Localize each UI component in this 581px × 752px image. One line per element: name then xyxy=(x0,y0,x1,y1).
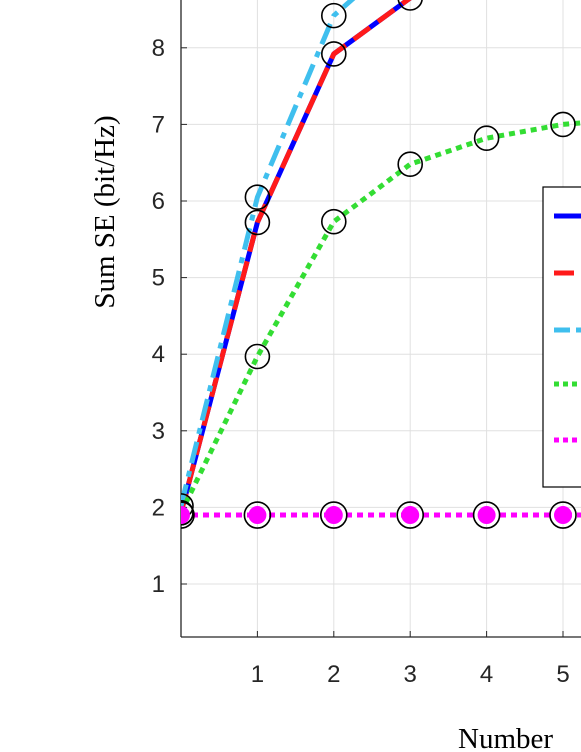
x-axis-label: Number xyxy=(458,723,553,752)
data-point-outline xyxy=(396,501,425,529)
y-axis-label: Sum SE (bit/Hz) xyxy=(89,115,121,308)
x-tick-label: 1 xyxy=(251,661,264,688)
x-tick-label: 3 xyxy=(404,661,417,688)
data-point xyxy=(550,111,576,138)
data-point xyxy=(320,2,347,29)
x-tick-label: 5 xyxy=(556,661,569,688)
data-point xyxy=(320,41,347,67)
y-tick-label: 5 xyxy=(152,265,165,292)
y-tick-label: 1 xyxy=(152,571,165,598)
data-point xyxy=(401,506,420,525)
data-point-outline xyxy=(319,501,348,529)
y-tick-label: 8 xyxy=(152,35,165,62)
legend xyxy=(542,186,581,488)
legend-box xyxy=(542,186,581,488)
y-tick-label: 4 xyxy=(152,341,165,368)
data-point-outline xyxy=(243,501,272,529)
data-point xyxy=(554,506,572,525)
data-point xyxy=(181,506,190,525)
data-point xyxy=(320,208,347,235)
series-layer xyxy=(181,0,581,529)
tick-labels: 1 2 3 4 5 1 2 3 4 5 6 7 8 xyxy=(152,35,570,688)
data-point xyxy=(324,506,343,525)
data-point xyxy=(181,493,194,519)
data-point-outline xyxy=(181,501,195,529)
data-point-outline xyxy=(549,501,577,529)
series-line-2 xyxy=(181,0,412,514)
data-point xyxy=(248,506,267,525)
y-tick-label: 7 xyxy=(152,111,165,138)
data-point-outline xyxy=(472,501,501,529)
series-line-3 xyxy=(181,0,356,507)
data-point xyxy=(244,184,271,210)
data-point xyxy=(397,151,424,178)
y-tick-label: 6 xyxy=(152,188,165,215)
series-line-4 xyxy=(181,120,581,514)
data-point xyxy=(244,209,271,236)
data-point xyxy=(477,506,496,525)
grid-lines xyxy=(181,0,581,637)
axes xyxy=(180,0,581,638)
data-point xyxy=(181,499,194,526)
data-point xyxy=(397,0,423,11)
data-point xyxy=(244,343,271,370)
x-tick-label: 4 xyxy=(480,661,493,688)
data-point xyxy=(473,125,500,151)
y-tick-label: 2 xyxy=(152,494,165,521)
y-tick-label: 3 xyxy=(152,418,165,445)
x-tick-label: 2 xyxy=(327,661,340,688)
